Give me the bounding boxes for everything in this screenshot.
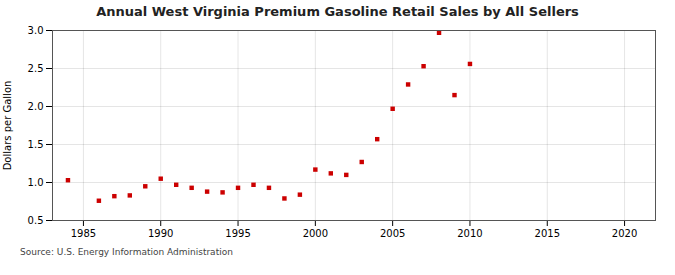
svg-text:1.5: 1.5 xyxy=(28,139,44,150)
svg-text:2.0: 2.0 xyxy=(28,101,44,112)
svg-text:2000: 2000 xyxy=(303,228,328,239)
svg-text:Dollars per Gallon: Dollars per Gallon xyxy=(2,81,13,171)
html-text:Source: U.S. Energy Informatio: Source: U.S. Energy Information Administ… xyxy=(20,247,233,257)
svg-text:2015: 2015 xyxy=(535,228,560,239)
svg-text:2020: 2020 xyxy=(612,228,637,239)
svg-text:2.5: 2.5 xyxy=(28,63,44,74)
svg-text:2005: 2005 xyxy=(380,228,405,239)
svg-text:1985: 1985 xyxy=(71,228,96,239)
html-text:Annual West Virginia Premium G: Annual West Virginia Premium Gasoline Re… xyxy=(96,4,579,19)
svg-text:3.0: 3.0 xyxy=(28,25,44,36)
svg-text:1995: 1995 xyxy=(225,228,250,239)
svg-text:0.5: 0.5 xyxy=(28,215,44,226)
svg-text:2010: 2010 xyxy=(457,228,482,239)
svg-text:1.0: 1.0 xyxy=(28,177,44,188)
svg-text:1990: 1990 xyxy=(148,228,173,239)
